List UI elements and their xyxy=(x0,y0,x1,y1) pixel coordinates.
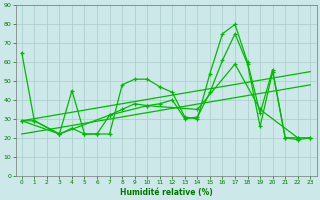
X-axis label: Humidité relative (%): Humidité relative (%) xyxy=(120,188,212,197)
